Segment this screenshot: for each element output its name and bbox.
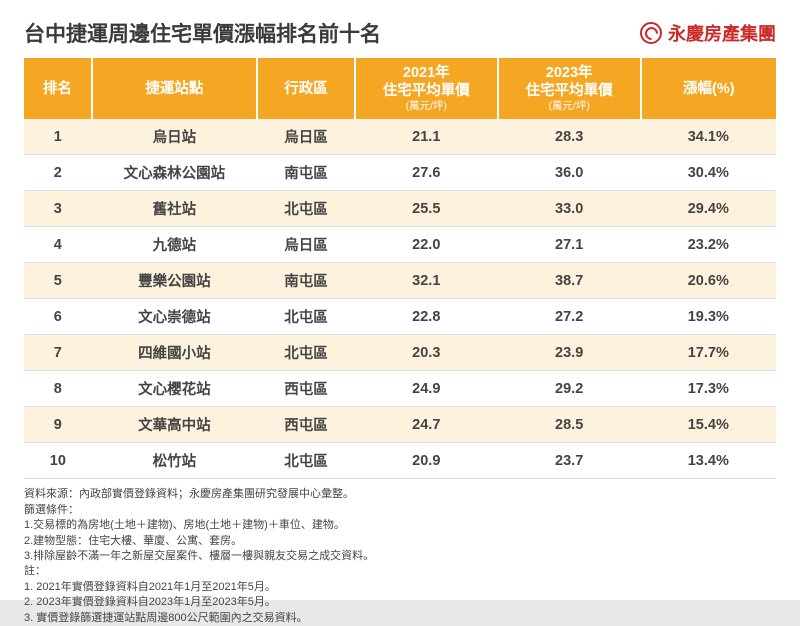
cell-p2023: 29.2 (498, 371, 641, 407)
cell-rank: 5 (24, 263, 92, 299)
column-header: 行政區 (257, 58, 355, 119)
footnote-line: 1.交易標的為房地(土地＋建物)、房地(土地＋建物)＋車位、建物。 (24, 518, 776, 533)
table-row: 2文心森林公園站南屯區27.636.030.4% (24, 155, 776, 191)
table-row: 3舊社站北屯區25.533.029.4% (24, 191, 776, 227)
cell-growth: 19.3% (641, 299, 776, 335)
cell-station: 松竹站 (92, 443, 257, 479)
column-subheader: (萬元/坪) (360, 100, 493, 113)
footnote-line: 2. 2023年實價登錄資料自2023年1月至2023年5月。 (24, 595, 776, 610)
brand-logo: 永慶房產集團 (640, 20, 776, 46)
cell-p2021: 32.1 (355, 263, 498, 299)
cell-district: 南屯區 (257, 155, 355, 191)
brand-logo-text: 永慶房產集團 (668, 20, 776, 46)
table-row: 4九德站烏日區22.027.123.2% (24, 227, 776, 263)
footnote-line: 篩選條件： (24, 503, 776, 518)
cell-p2023: 38.7 (498, 263, 641, 299)
cell-p2021: 25.5 (355, 191, 498, 227)
cell-rank: 8 (24, 371, 92, 407)
cell-growth: 34.1% (641, 119, 776, 155)
cell-growth: 20.6% (641, 263, 776, 299)
footnote-line: 資料來源：內政部實價登錄資料；永慶房產集團研究發展中心彙整。 (24, 487, 776, 502)
cell-district: 南屯區 (257, 263, 355, 299)
cell-rank: 3 (24, 191, 92, 227)
cell-station: 舊社站 (92, 191, 257, 227)
cell-rank: 10 (24, 443, 92, 479)
cell-growth: 30.4% (641, 155, 776, 191)
cell-p2021: 24.7 (355, 407, 498, 443)
footnotes: 資料來源：內政部實價登錄資料；永慶房產集團研究發展中心彙整。篩選條件：1.交易標… (24, 487, 776, 626)
cell-rank: 7 (24, 335, 92, 371)
cell-p2023: 23.7 (498, 443, 641, 479)
cell-district: 西屯區 (257, 407, 355, 443)
cell-district: 北屯區 (257, 299, 355, 335)
cell-district: 北屯區 (257, 335, 355, 371)
table-header: 排名捷運站點行政區2021年住宅平均單價(萬元/坪)2023年住宅平均單價(萬元… (24, 58, 776, 119)
cell-p2023: 23.9 (498, 335, 641, 371)
header-row: 台中捷運周邊住宅單價漲幅排名前十名 永慶房產集團 (24, 18, 776, 48)
cell-p2023: 33.0 (498, 191, 641, 227)
table-row: 1烏日站烏日區21.128.334.1% (24, 119, 776, 155)
column-header: 2021年住宅平均單價(萬元/坪) (355, 58, 498, 119)
table-row: 9文華高中站西屯區24.728.515.4% (24, 407, 776, 443)
cell-station: 文心崇德站 (92, 299, 257, 335)
footnote-line: 3.排除屋齡不滿一年之新屋交屋案件、樓層一樓與親友交易之成交資料。 (24, 549, 776, 564)
cell-rank: 2 (24, 155, 92, 191)
footnote-line: 2.建物型態：住宅大樓、華廈、公寓、套房。 (24, 534, 776, 549)
footnote-line: 3. 實價登錄篩選捷運站點周邊800公尺範圍內之交易資料。 (24, 611, 776, 626)
table-row: 6文心崇德站北屯區22.827.219.3% (24, 299, 776, 335)
cell-rank: 9 (24, 407, 92, 443)
cell-p2023: 27.2 (498, 299, 641, 335)
cell-p2023: 27.1 (498, 227, 641, 263)
cell-station: 四維國小站 (92, 335, 257, 371)
cell-p2023: 36.0 (498, 155, 641, 191)
page-title: 台中捷運周邊住宅單價漲幅排名前十名 (24, 18, 381, 48)
cell-district: 北屯區 (257, 191, 355, 227)
cell-p2021: 24.9 (355, 371, 498, 407)
column-header: 排名 (24, 58, 92, 119)
cell-station: 文心森林公園站 (92, 155, 257, 191)
brand-logo-icon (640, 22, 662, 44)
cell-p2021: 22.0 (355, 227, 498, 263)
cell-rank: 6 (24, 299, 92, 335)
column-header: 捷運站點 (92, 58, 257, 119)
cell-growth: 29.4% (641, 191, 776, 227)
column-header: 2023年住宅平均單價(萬元/坪) (498, 58, 641, 119)
cell-growth: 23.2% (641, 227, 776, 263)
cell-station: 文心櫻花站 (92, 371, 257, 407)
cell-rank: 1 (24, 119, 92, 155)
cell-district: 烏日區 (257, 227, 355, 263)
cell-p2021: 21.1 (355, 119, 498, 155)
data-table: 排名捷運站點行政區2021年住宅平均單價(萬元/坪)2023年住宅平均單價(萬元… (24, 58, 776, 479)
footnote-line: 註： (24, 564, 776, 579)
cell-p2021: 20.9 (355, 443, 498, 479)
cell-station: 九德站 (92, 227, 257, 263)
cell-rank: 4 (24, 227, 92, 263)
cell-station: 文華高中站 (92, 407, 257, 443)
cell-station: 豐樂公園站 (92, 263, 257, 299)
table-row: 5豐樂公園站南屯區32.138.720.6% (24, 263, 776, 299)
column-subheader: (萬元/坪) (503, 100, 636, 113)
footnote-line: 1. 2021年實價登錄資料自2021年1月至2021年5月。 (24, 580, 776, 595)
cell-p2023: 28.3 (498, 119, 641, 155)
cell-growth: 17.7% (641, 335, 776, 371)
cell-p2021: 27.6 (355, 155, 498, 191)
table-row: 8文心櫻花站西屯區24.929.217.3% (24, 371, 776, 407)
cell-station: 烏日站 (92, 119, 257, 155)
table-row: 10松竹站北屯區20.923.713.4% (24, 443, 776, 479)
cell-p2021: 22.8 (355, 299, 498, 335)
cell-growth: 17.3% (641, 371, 776, 407)
cell-growth: 15.4% (641, 407, 776, 443)
page-container: 台中捷運周邊住宅單價漲幅排名前十名 永慶房產集團 排名捷運站點行政區2021年住… (0, 0, 800, 600)
cell-district: 西屯區 (257, 371, 355, 407)
table-body: 1烏日站烏日區21.128.334.1%2文心森林公園站南屯區27.636.03… (24, 119, 776, 479)
cell-growth: 13.4% (641, 443, 776, 479)
cell-p2023: 28.5 (498, 407, 641, 443)
cell-p2021: 20.3 (355, 335, 498, 371)
cell-district: 北屯區 (257, 443, 355, 479)
table-row: 7四維國小站北屯區20.323.917.7% (24, 335, 776, 371)
column-header: 漲幅(%) (641, 58, 776, 119)
cell-district: 烏日區 (257, 119, 355, 155)
